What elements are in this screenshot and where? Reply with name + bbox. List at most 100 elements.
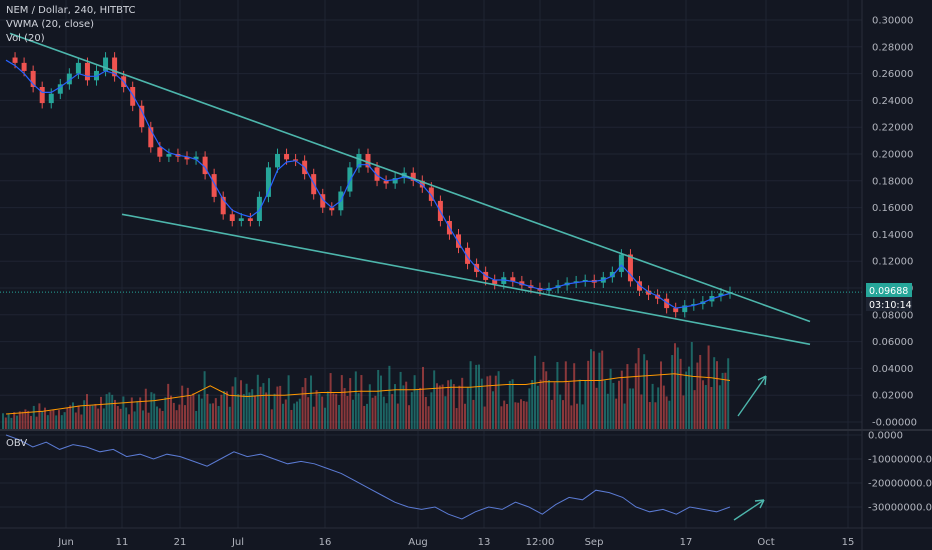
volume-bar [447, 380, 450, 430]
volume-bar [66, 407, 69, 430]
volume-bar [433, 370, 436, 430]
candle-body [365, 154, 371, 168]
volume-bar [332, 393, 335, 430]
volume-bar [444, 396, 447, 430]
volume-bar [374, 395, 377, 430]
volume-bar [419, 387, 422, 430]
volume-bar [553, 382, 556, 430]
volume-bar [522, 401, 525, 430]
volume-bar [167, 383, 170, 430]
volume-bar [150, 392, 153, 430]
volume-bar [175, 410, 178, 430]
volume-bar [2, 413, 4, 430]
volume-bar [466, 386, 469, 430]
volume-bar [86, 394, 88, 430]
candle-body [220, 196, 226, 215]
candle-body [293, 159, 299, 161]
volume-bar [668, 400, 671, 430]
volume-bar [293, 403, 296, 430]
candle-body [383, 180, 389, 184]
candle-body [374, 167, 380, 181]
volume-bar [450, 379, 452, 430]
volume-bar [458, 385, 461, 430]
volume-bar [590, 349, 592, 430]
volume-bar [209, 403, 212, 430]
volume-bar [354, 371, 357, 430]
volume-bar [469, 361, 472, 430]
candle-body [510, 277, 516, 282]
volume-up-arrow [737, 375, 767, 417]
candle-body [465, 247, 471, 264]
volume-bar [584, 380, 587, 430]
volume-bar [130, 397, 133, 430]
volume-bar [662, 385, 665, 430]
volume-bar [693, 390, 696, 430]
candle-body [320, 194, 326, 208]
volume-bar [405, 381, 408, 430]
trendlines [9, 32, 811, 521]
volume-bar [696, 362, 699, 430]
volume-bar [534, 355, 536, 430]
volume-bar [268, 378, 270, 430]
volume-bar [634, 363, 637, 430]
candle-body [275, 154, 280, 168]
volume-bar [318, 393, 321, 430]
volume-bar [192, 393, 195, 430]
candle-body [609, 271, 615, 278]
volume-bar [338, 404, 340, 430]
volume-bar [270, 409, 273, 430]
volume-bar [640, 394, 643, 430]
trendline-lower-support [121, 213, 811, 346]
candle-body [57, 84, 63, 94]
volume-bar [710, 387, 713, 430]
volume-bar [203, 371, 206, 430]
time-tick-label: 17 [680, 537, 693, 548]
volume-bar [654, 402, 657, 430]
volume-bar [620, 370, 623, 430]
volume-bar [612, 382, 615, 430]
volume-bar [114, 399, 116, 430]
candle-body [66, 73, 72, 85]
candle-body [664, 298, 670, 309]
candle-body [39, 87, 45, 104]
volume-bar [587, 360, 590, 430]
chart-title: NEM / Dollar, 240, HITBTC [6, 5, 136, 16]
volume-bar [184, 405, 186, 430]
volume-bar [651, 383, 654, 430]
volume-bar [685, 371, 688, 430]
volume-bar [564, 361, 567, 430]
price-tick-label: 0.20000 [872, 150, 913, 161]
volume-bar [721, 372, 724, 430]
volume-bar [380, 375, 382, 430]
time-tick-label: 12:00 [526, 537, 555, 548]
volume-bar [195, 410, 198, 430]
obv-legend: OBV [6, 438, 27, 449]
volume-bar [480, 378, 483, 430]
price-tick-label: 0.26000 [872, 69, 913, 80]
volume-bar [422, 366, 424, 430]
volume-bar [245, 383, 248, 430]
candle-body [202, 156, 208, 175]
volume-bar [83, 400, 86, 430]
volume-bar [10, 417, 13, 430]
volume-bar [385, 403, 388, 430]
time-tick-label: Jul [231, 537, 244, 548]
candle-body [21, 62, 27, 71]
time-tick-label: 16 [319, 537, 332, 548]
price-tick-label: 0.08000 [872, 310, 913, 321]
volume-bar [511, 379, 514, 430]
volume-bar [707, 345, 710, 430]
candle-body [646, 290, 652, 295]
volume-bar [424, 396, 427, 430]
volume-bar [38, 403, 41, 430]
candle-body [112, 57, 118, 77]
volume-bar [189, 396, 192, 430]
volume-bar [88, 405, 91, 430]
volume-bar [576, 403, 578, 430]
volume-bar [13, 412, 16, 430]
volume-bar [298, 398, 301, 430]
volume-bar [674, 343, 676, 430]
trendline-upper-resistance [9, 32, 811, 323]
volume-up-arrow-head [757, 375, 767, 386]
volume-bar [234, 377, 237, 430]
